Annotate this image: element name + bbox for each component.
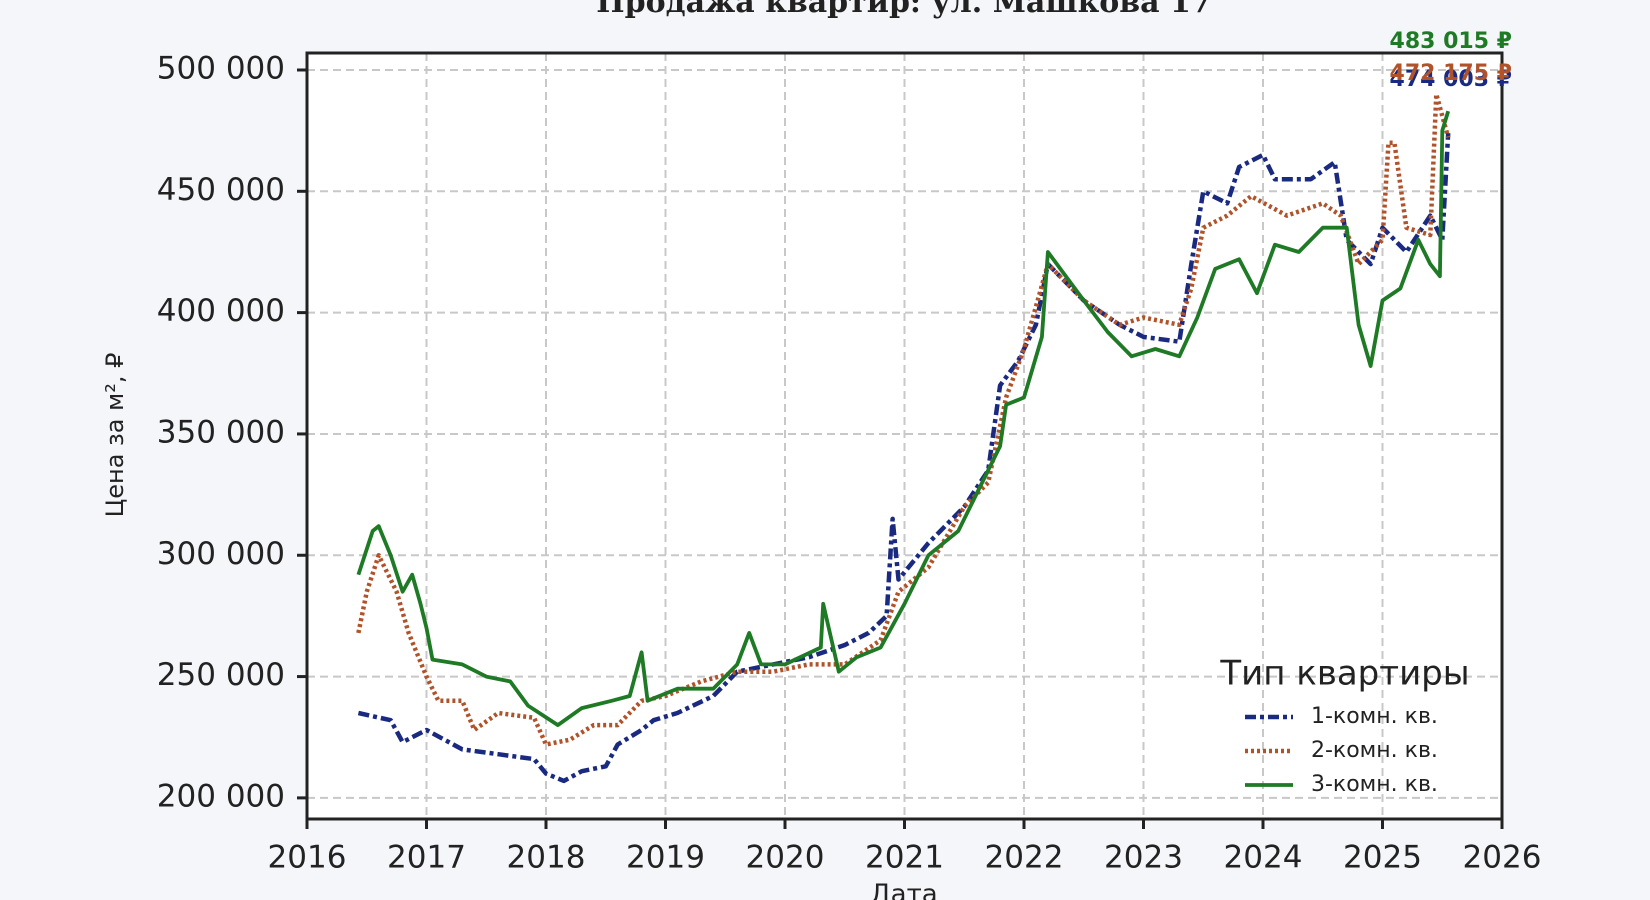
x-tick-label: 2021	[865, 840, 944, 876]
x-axis-label: Дата	[870, 880, 937, 900]
x-tick-label: 2016	[268, 840, 347, 876]
chart-title: Продажа квартир: ул. Машкова 17	[596, 0, 1211, 20]
end-value-label: 472 175 ₽	[1390, 61, 1512, 86]
y-axis-label: Цена за м², ₽	[101, 353, 129, 518]
end-value-label: 474 003 ₽	[1390, 67, 1512, 92]
y-tick-label: 400 000	[157, 293, 285, 329]
y-tick-label: 250 000	[157, 657, 285, 693]
legend-label: 3-комн. кв.	[1311, 772, 1438, 797]
y-tick-label: 350 000	[157, 414, 285, 450]
x-tick-label: 2017	[387, 840, 466, 876]
foreground: 2016 2017 2018 2019 2020 2021 2022 2023 2024 2025…	[157, 29, 1542, 876]
y-tick-label: 200 000	[157, 778, 285, 814]
series-line	[356, 110, 1451, 727]
x-tick-label: 2025	[1343, 840, 1422, 876]
x-tick-label: 2018	[507, 840, 586, 876]
x-tick-label: 2024	[1224, 840, 1303, 876]
legend-label: 1-комн. кв.	[1311, 704, 1438, 729]
x-tick-label: 2023	[1104, 840, 1183, 876]
lines	[356, 91, 1451, 784]
x-tick-label: 2026	[1463, 840, 1542, 876]
legend-label: 2-комн. кв.	[1311, 738, 1438, 763]
x-tick-label: 2022	[985, 840, 1064, 876]
legend-title: Тип квартиры	[1219, 654, 1469, 694]
x-tick-label: 2020	[746, 840, 825, 876]
series-line	[357, 132, 1451, 784]
x-tick-label: 2019	[626, 840, 705, 876]
y-tick-label: 450 000	[157, 172, 285, 208]
y-tick-label: 500 000	[157, 50, 285, 86]
series-line	[356, 91, 1451, 747]
end-value-label: 483 015 ₽	[1390, 29, 1512, 54]
y-tick-label: 300 000	[157, 536, 285, 572]
